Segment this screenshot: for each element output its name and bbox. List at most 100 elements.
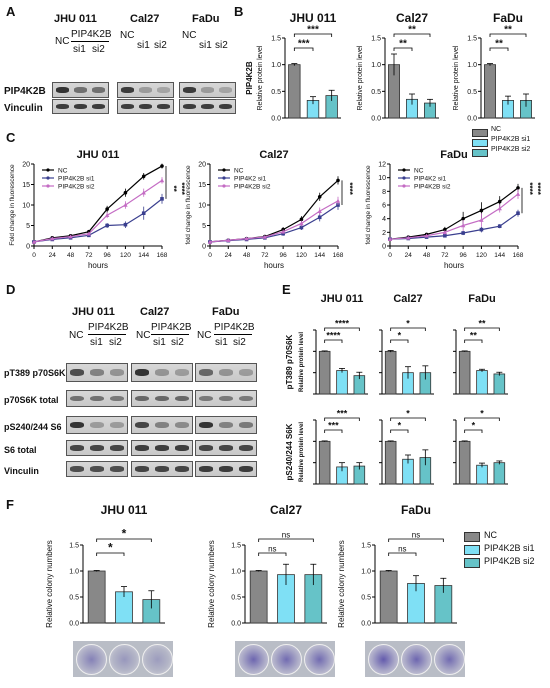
blot-strip xyxy=(195,363,257,382)
data-point xyxy=(460,223,466,228)
x-tick-label: 24 xyxy=(225,252,233,259)
blot-band xyxy=(198,445,214,451)
y-axis-label: fold change in fluorescence xyxy=(365,165,372,245)
significance-bracket xyxy=(388,538,444,542)
x-tick-label: 72 xyxy=(85,252,93,259)
y-tick-label: 1.0 xyxy=(231,569,241,576)
colony-well xyxy=(434,644,465,675)
blot-band xyxy=(219,87,233,93)
colony-well xyxy=(76,644,107,675)
significance-bracket xyxy=(464,339,483,343)
y-tick-label: 12 xyxy=(378,162,386,169)
y-tick-label: 0.0 xyxy=(371,116,381,123)
data-point xyxy=(516,186,520,190)
x-tick-label: 96 xyxy=(280,252,288,259)
chart-title: JHU 011 xyxy=(321,293,364,305)
x-tick-label: 48 xyxy=(423,252,431,259)
significance-bracket xyxy=(293,47,314,51)
panel-label-e: E xyxy=(282,282,291,297)
x-tick-label: 48 xyxy=(243,252,251,259)
data-point xyxy=(280,229,286,234)
y-tick-label: 5 xyxy=(202,223,206,230)
data-point xyxy=(159,178,165,183)
blot-band xyxy=(73,87,88,93)
data-point xyxy=(123,222,128,227)
significance-label: ** xyxy=(504,25,512,36)
data-point xyxy=(406,235,411,240)
x-tick-label: 0 xyxy=(208,252,212,259)
legend-label: NC xyxy=(58,168,68,175)
legend-swatch-si2 xyxy=(464,558,480,568)
colony-well xyxy=(368,644,399,675)
significance-label: * xyxy=(398,421,402,431)
legend-marker xyxy=(46,168,50,172)
x-tick-label: 0 xyxy=(32,252,36,259)
data-point xyxy=(461,216,465,221)
cell-line-title: FaDu xyxy=(212,306,240,318)
bar-nc xyxy=(384,440,397,485)
significance-label: ** xyxy=(470,331,478,341)
y-tick-label: 1.0 xyxy=(371,62,381,69)
data-point xyxy=(141,190,146,195)
blot-band xyxy=(238,445,254,451)
data-point xyxy=(299,217,304,222)
blot-band xyxy=(174,422,190,428)
lane-label-nc: NC xyxy=(136,330,151,341)
colony-well xyxy=(238,644,269,675)
blot-band xyxy=(154,395,170,402)
gene-label: PIP4K2B xyxy=(71,29,112,40)
y-tick-label: 1.5 xyxy=(231,543,241,550)
bar-nc xyxy=(484,64,496,119)
y-tick-label: 6 xyxy=(382,203,386,210)
significance-label: * xyxy=(480,409,484,419)
legend-marker xyxy=(222,184,226,188)
blot-strip xyxy=(195,461,257,477)
lane-label-si2: si2 xyxy=(215,40,228,51)
significance-label: **** xyxy=(177,182,186,195)
blot-band xyxy=(200,87,215,93)
data-point xyxy=(317,215,322,220)
legend-swatch-nc xyxy=(472,129,488,137)
y-tick-label: 1.5 xyxy=(69,543,79,550)
blot-strip xyxy=(195,416,257,434)
blot-band xyxy=(198,422,214,428)
significance-label: ns xyxy=(412,531,420,540)
x-tick-label: 144 xyxy=(138,252,149,259)
bar-nc xyxy=(318,440,331,485)
blot-band xyxy=(238,422,254,428)
chart-title: Cal27 xyxy=(259,149,288,161)
significance-label: *** xyxy=(307,25,319,36)
gene-underline xyxy=(151,334,189,335)
blot-band xyxy=(218,369,234,376)
data-point xyxy=(317,195,322,199)
lane-label-si1: si1 xyxy=(215,337,228,348)
blot-band xyxy=(92,104,106,109)
y-tick-label: 20 xyxy=(22,162,30,169)
blot-band xyxy=(198,369,214,376)
data-point xyxy=(299,221,304,226)
data-point xyxy=(479,227,484,232)
colony-plate-image xyxy=(235,641,335,677)
x-tick-label: 168 xyxy=(513,252,524,259)
x-tick-label: 72 xyxy=(441,252,449,259)
blot-band xyxy=(198,395,214,402)
colony-well xyxy=(401,644,432,675)
significance-label: ** xyxy=(399,39,407,50)
significance-bracket xyxy=(393,33,431,37)
chart-title: FaDu xyxy=(401,503,431,517)
x-tick-label: 72 xyxy=(261,252,269,259)
y-tick-label: 8 xyxy=(382,189,386,196)
data-point xyxy=(497,199,502,204)
significance-label: * xyxy=(122,527,127,541)
y-tick-label: 20 xyxy=(198,162,206,169)
blot-row-label: PIP4K2B xyxy=(4,86,46,97)
data-point xyxy=(424,233,429,238)
data-point xyxy=(123,190,128,195)
data-point xyxy=(442,230,448,235)
legend-label: PIP4K2B si2 xyxy=(414,184,451,191)
series-line xyxy=(209,200,339,243)
blot-band xyxy=(109,395,125,402)
chart-title: FaDu xyxy=(493,11,523,25)
